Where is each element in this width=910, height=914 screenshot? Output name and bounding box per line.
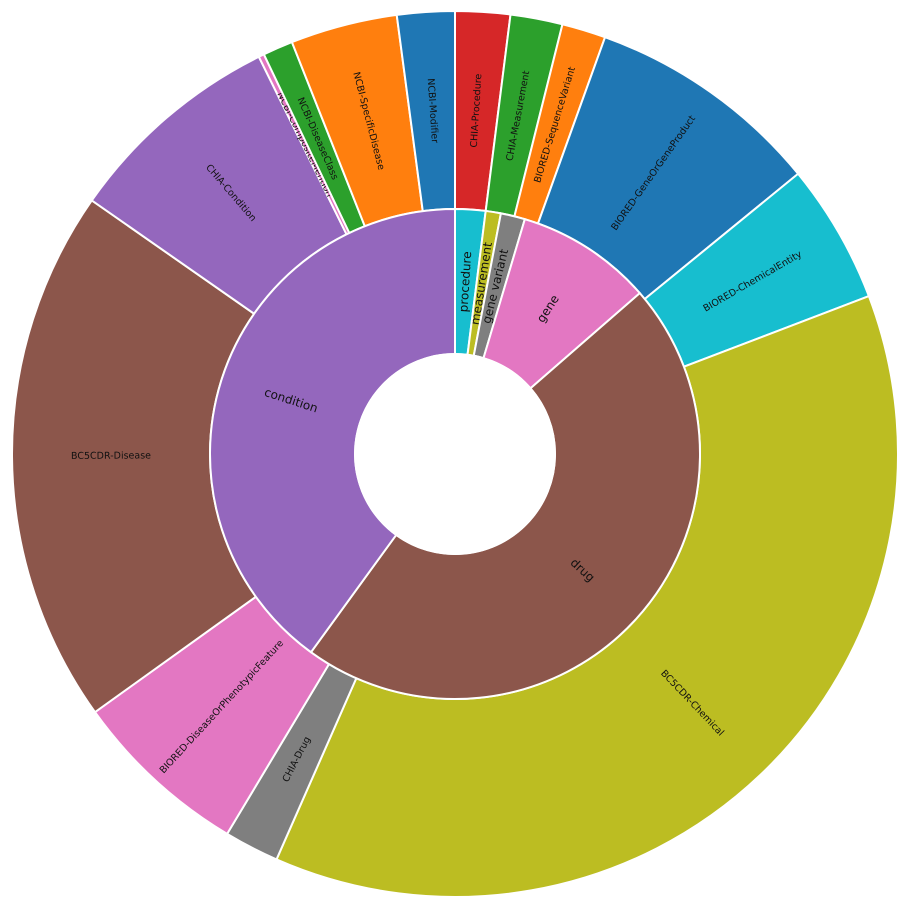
outer-label-bc5cdr-disease: BC5CDR-Disease (71, 450, 151, 462)
outer-label-chia-procedure: CHIA-Procedure (469, 73, 485, 148)
outer-label-ncbi-modifier: NCBI-Modifier (425, 78, 440, 144)
center-hole (354, 353, 556, 555)
outer-ring: CHIA-Procedure CHIA-Measurement BIORED-Seq… (11, 9, 899, 898)
inner-label-procedure: procedure (456, 251, 474, 313)
